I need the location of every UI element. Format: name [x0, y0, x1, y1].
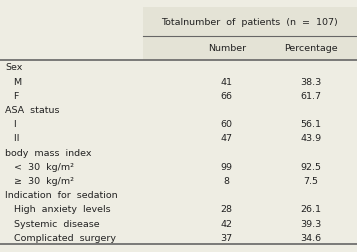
- Text: 34.6: 34.6: [300, 233, 321, 242]
- Text: 39.3: 39.3: [300, 219, 321, 228]
- Text: Totalnumber  of  patients  (n  =  107): Totalnumber of patients (n = 107): [161, 18, 338, 26]
- Text: ≥  30  kg/m²: ≥ 30 kg/m²: [5, 176, 74, 185]
- Text: F: F: [5, 91, 20, 100]
- Text: 42: 42: [221, 219, 233, 228]
- Text: 56.1: 56.1: [300, 120, 321, 129]
- Text: 92.5: 92.5: [300, 162, 321, 171]
- Text: 26.1: 26.1: [300, 205, 321, 213]
- Text: Indication  for  sedation: Indication for sedation: [5, 191, 118, 199]
- Text: 28: 28: [221, 205, 233, 213]
- Text: 37: 37: [221, 233, 233, 242]
- Text: 61.7: 61.7: [300, 91, 321, 100]
- Text: 8: 8: [224, 176, 230, 185]
- Text: 41: 41: [221, 77, 233, 86]
- Text: Number: Number: [208, 44, 246, 53]
- Text: Complicated  surgery: Complicated surgery: [5, 233, 116, 242]
- Text: 7.5: 7.5: [303, 176, 318, 185]
- Text: 47: 47: [221, 134, 233, 143]
- Text: 43.9: 43.9: [300, 134, 321, 143]
- Text: 38.3: 38.3: [300, 77, 321, 86]
- Text: Percentage: Percentage: [284, 44, 337, 53]
- Text: 66: 66: [221, 91, 233, 100]
- Text: <  30  kg/m²: < 30 kg/m²: [5, 162, 74, 171]
- Text: M: M: [5, 77, 22, 86]
- Text: ASA  status: ASA status: [5, 106, 60, 114]
- Text: Systemic  disease: Systemic disease: [5, 219, 100, 228]
- Text: High  anxiety  levels: High anxiety levels: [5, 205, 111, 213]
- Text: 60: 60: [221, 120, 233, 129]
- FancyBboxPatch shape: [143, 8, 357, 60]
- Text: Sex: Sex: [5, 63, 23, 72]
- Text: 99: 99: [221, 162, 233, 171]
- Text: I: I: [5, 120, 17, 129]
- Text: II: II: [5, 134, 20, 143]
- Text: body  mass  index: body mass index: [5, 148, 92, 157]
